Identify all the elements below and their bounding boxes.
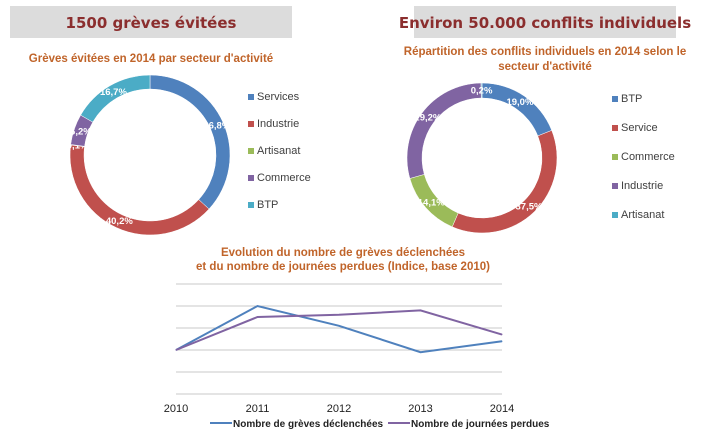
x-tick-label: 2011 — [246, 403, 270, 415]
donut-slice-artisanat — [480, 82, 483, 99]
legend-item: Nombre de grèves déclenchées — [233, 419, 384, 430]
data-point — [501, 340, 503, 342]
x-tick-label: 2010 — [164, 403, 188, 415]
legend-swatch — [612, 125, 618, 131]
legend-item: Service — [621, 122, 658, 134]
legend-swatch — [612, 212, 618, 218]
header-right: Environ 50.000 conflits individuels — [399, 14, 691, 32]
legend-swatch — [612, 96, 618, 102]
legend-item: Commerce — [257, 172, 311, 184]
slice-label: 16,7% — [100, 87, 127, 98]
legend-swatch — [248, 121, 254, 127]
donut-slice-industrie — [406, 82, 482, 179]
chart-title: Evolution du nombre de grèves déclenchée… — [221, 247, 465, 259]
legend-item: Artisanat — [621, 209, 664, 221]
donut-slice-service — [451, 130, 558, 234]
data-point — [420, 309, 421, 311]
legend-swatch — [248, 175, 254, 181]
legend-swatch — [612, 154, 618, 160]
legend-item: Industrie — [621, 180, 663, 192]
legend-item: Services — [257, 91, 300, 103]
series-line-1 — [175, 304, 503, 354]
data-point — [175, 349, 177, 351]
data-point — [420, 351, 421, 353]
data-point — [257, 316, 258, 318]
data-point — [501, 334, 503, 336]
legend-swatch — [248, 202, 254, 208]
x-tick-label: 2012 — [327, 403, 351, 415]
slice-label: 29,2% — [414, 113, 441, 124]
series-line-2 — [175, 309, 503, 351]
chart-title: Grèves évitées en 2014 par secteur d'act… — [29, 53, 273, 65]
donut-slice-industrie — [69, 144, 210, 236]
legend-item: BTP — [621, 93, 642, 105]
legend-item: Industrie — [257, 118, 299, 130]
slice-label: 37,5% — [516, 201, 543, 212]
legend-item: Artisanat — [257, 145, 300, 157]
header-box-left — [10, 6, 292, 38]
data-point — [338, 314, 340, 316]
legend-swatch — [248, 94, 254, 100]
slice-label: 40,2% — [106, 216, 133, 227]
slice-label: 36,8% — [203, 121, 230, 132]
legend-item: BTP — [257, 199, 278, 211]
slice-label: 19,0% — [506, 97, 533, 108]
header-box-right — [414, 6, 676, 38]
slice-label: 6,2% — [70, 127, 92, 138]
donut-slice-btp — [80, 74, 151, 123]
chart-title: Répartition des conflits individuels en … — [404, 46, 686, 58]
legend-swatch — [612, 183, 618, 189]
legend-item: Nombre de journées perdues — [411, 419, 550, 430]
slice-label: 14,1% — [418, 197, 445, 208]
legend-item: Commerce — [621, 151, 675, 163]
x-tick-label: 2014 — [490, 403, 514, 415]
legend-swatch — [248, 148, 254, 154]
data-point — [338, 325, 340, 327]
x-tick-label: 2013 — [408, 403, 432, 415]
data-point — [257, 305, 258, 307]
header-left: 1500 grèves évitées — [66, 14, 237, 32]
donut-slice-services — [149, 74, 231, 210]
slice-label: 0,2% — [471, 86, 493, 97]
donut-slice-btp — [481, 82, 553, 137]
slice-label: 0,1% — [67, 141, 89, 152]
chart-title: et du nombre de journées perdues (Indice… — [196, 261, 490, 273]
chart-title: secteur d'activité — [498, 61, 592, 73]
